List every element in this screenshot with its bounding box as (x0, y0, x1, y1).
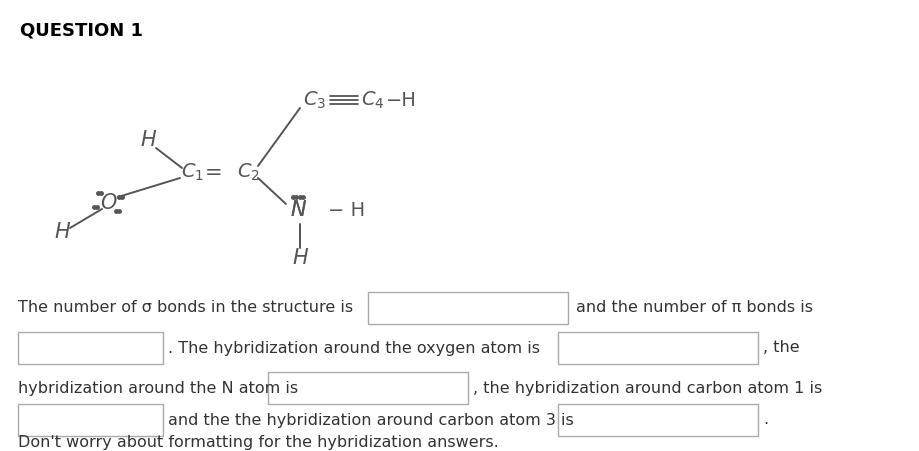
Text: H: H (292, 248, 308, 268)
Text: . The hybridization around the oxygen atom is: . The hybridization around the oxygen at… (168, 341, 540, 355)
Text: $C_2$: $C_2$ (236, 161, 259, 183)
Text: , the: , the (763, 341, 800, 355)
Text: N: N (290, 200, 306, 220)
Text: and the number of π bonds is: and the number of π bonds is (576, 300, 813, 316)
FancyBboxPatch shape (18, 332, 163, 364)
Text: Don't worry about formatting for the hybridization answers.: Don't worry about formatting for the hyb… (18, 436, 499, 451)
Text: Ṅ: Ṅ (290, 200, 306, 220)
FancyBboxPatch shape (368, 292, 568, 324)
Text: , the hybridization around carbon atom 1 is: , the hybridization around carbon atom 1… (473, 381, 823, 396)
Text: H: H (54, 222, 70, 242)
Text: O: O (100, 193, 116, 213)
FancyBboxPatch shape (18, 404, 163, 436)
Text: hybridization around the N atom is: hybridization around the N atom is (18, 381, 298, 396)
FancyBboxPatch shape (558, 404, 758, 436)
Text: $C_4$: $C_4$ (361, 89, 385, 110)
Text: $C_1$: $C_1$ (180, 161, 203, 183)
Text: The number of σ bonds in the structure is: The number of σ bonds in the structure i… (18, 300, 353, 316)
FancyBboxPatch shape (558, 332, 758, 364)
Text: $C_3$: $C_3$ (303, 89, 326, 110)
Text: =: = (205, 163, 222, 183)
Text: −H: −H (386, 91, 417, 110)
Text: − H: − H (328, 201, 365, 220)
Text: QUESTION 1: QUESTION 1 (20, 22, 143, 40)
Text: and the the hybridization around carbon atom 3 is: and the the hybridization around carbon … (168, 413, 573, 428)
Text: .: . (763, 413, 768, 428)
FancyBboxPatch shape (268, 372, 468, 404)
Text: H: H (140, 130, 156, 150)
